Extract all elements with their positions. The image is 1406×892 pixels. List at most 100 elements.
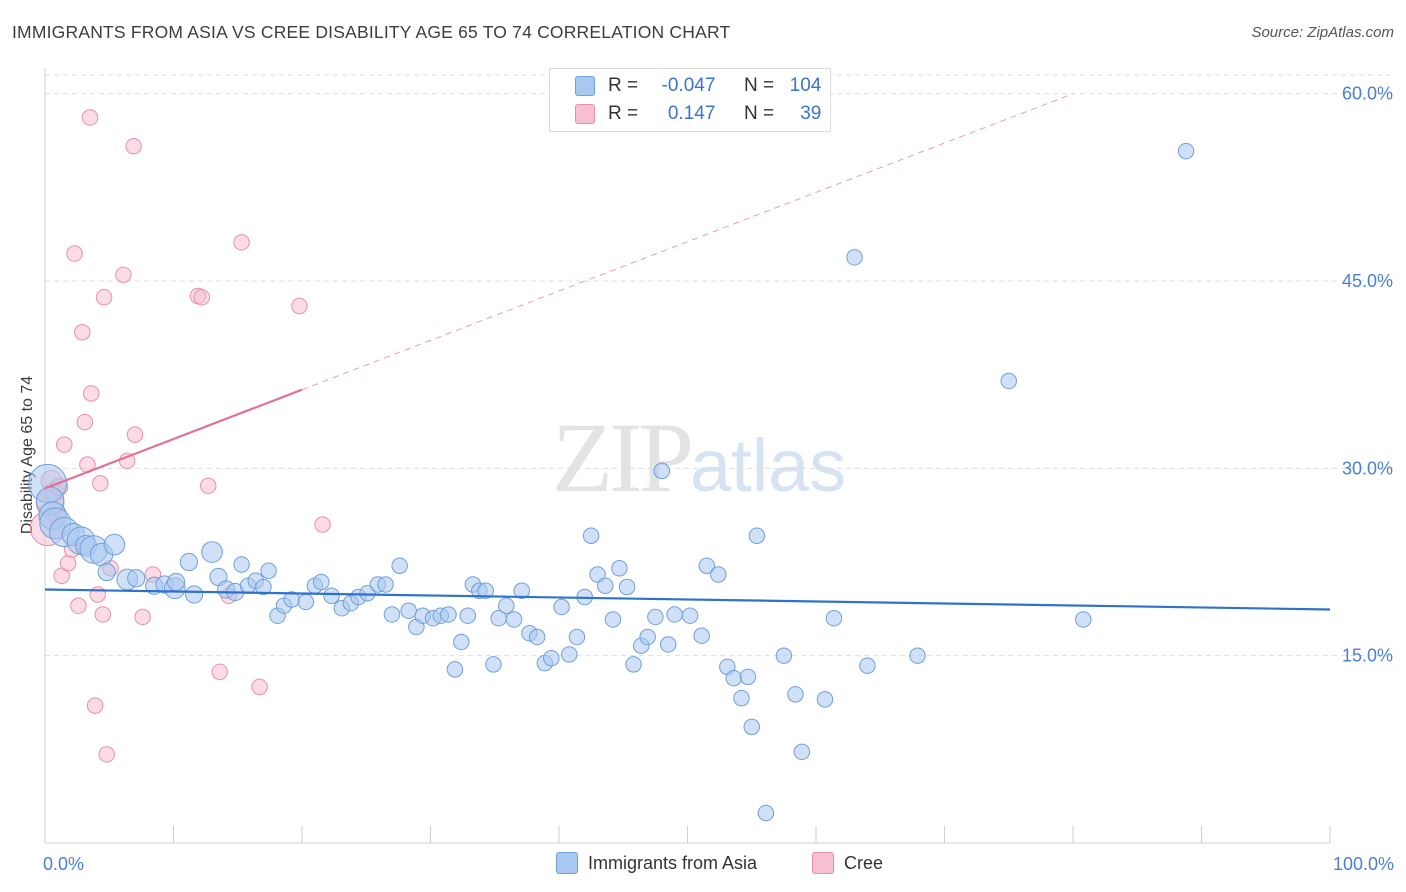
y-tick-label: 15.0% (1342, 646, 1393, 666)
y-tick-label: 30.0% (1342, 458, 1393, 478)
asia-point (582, 527, 600, 545)
asia-point (909, 647, 926, 664)
asia-point (568, 628, 586, 646)
asia-point (97, 562, 116, 582)
asia-point (659, 636, 677, 653)
legend-text-cree: R = 0.147 N = 39 (608, 103, 821, 125)
asia-point (498, 597, 515, 614)
legend-swatch-asia (556, 852, 578, 874)
asia-point (459, 607, 477, 624)
watermark: ZIPatlas (552, 400, 846, 515)
legend-item-asia[interactable]: Immigrants from Asia (556, 852, 757, 874)
asia-point (666, 606, 683, 623)
correlation-legend: R = -0.047 N = 104 R = 0.147 N = 39 (549, 68, 831, 132)
asia-point (604, 611, 622, 628)
y-tick-label: 60.0% (1342, 84, 1393, 104)
asia-point (313, 573, 330, 591)
asia-point (743, 718, 760, 736)
cree-point (233, 234, 250, 251)
cree-point (291, 297, 308, 315)
legend-item-cree[interactable]: Cree (812, 852, 883, 874)
legend-swatch-asia (575, 76, 595, 96)
asia-point (793, 743, 811, 761)
asia-point (653, 462, 671, 480)
asia-point (446, 661, 464, 678)
asia-point (561, 646, 578, 663)
asia-point (693, 627, 710, 644)
asia-point (1075, 611, 1092, 628)
x-tick-label: 100.0% (1333, 854, 1394, 874)
asia-point (383, 606, 401, 623)
legend-r-value-cree: 0.147 (667, 103, 716, 124)
legend-row-cree: R = 0.147 N = 39 (550, 101, 830, 127)
asia-point (127, 569, 146, 588)
cree-point (56, 436, 73, 453)
asia-point (698, 557, 716, 575)
cree-point (70, 597, 87, 614)
legend-r-label: R = (608, 75, 639, 96)
asia-point (391, 557, 408, 575)
asia-point (625, 656, 642, 673)
asia-point (825, 609, 843, 627)
cree-point (59, 555, 77, 572)
cree-point (86, 697, 104, 714)
cree-trend-extension (301, 93, 1074, 391)
asia-point (260, 562, 277, 580)
legend-r-label: R = (608, 103, 639, 124)
asia-point (543, 649, 560, 667)
cree-point (125, 137, 142, 155)
asia-point (377, 576, 394, 593)
asia-point (233, 556, 250, 573)
asia-trend-line (44, 588, 1331, 611)
cree-point (115, 266, 132, 284)
asia-point (297, 593, 315, 611)
asia-point (739, 668, 757, 686)
asia-point (400, 602, 417, 619)
asia-point (1177, 142, 1195, 160)
asia-point (485, 656, 502, 673)
asia-point (859, 657, 876, 674)
asia-point (787, 686, 804, 703)
asia-point (477, 582, 494, 599)
legend-swatch-cree (812, 852, 834, 874)
legend-label-cree: Cree (844, 852, 884, 873)
cree-point (76, 413, 94, 431)
y-tick-label: 45.0% (1342, 271, 1393, 291)
asia-point (528, 628, 546, 646)
asia-point (453, 633, 470, 651)
cree-point (251, 678, 268, 696)
asia-point (647, 608, 664, 626)
asia-point (201, 541, 223, 563)
asia-point (513, 582, 530, 599)
cree-point (66, 245, 83, 262)
chart-title: IMMIGRANTS FROM ASIA VS CREE DISABILITY … (12, 22, 731, 42)
cree-point (94, 606, 112, 623)
cree-point (81, 109, 99, 126)
asia-point (184, 585, 204, 604)
asia-point (725, 669, 743, 687)
legend-n-value-cree: 39 (800, 103, 822, 124)
series-legend: Immigrants from Asia Cree (0, 852, 1406, 878)
asia-point (1000, 372, 1017, 390)
cree-point (83, 385, 100, 402)
asia-point (597, 577, 614, 594)
legend-row-asia: R = -0.047 N = 104 (550, 73, 830, 99)
asia-point (589, 566, 606, 583)
legend-label-asia: Immigrants from Asia (588, 852, 758, 873)
asia-point (611, 560, 628, 577)
asia-point (816, 691, 834, 708)
cree-point (314, 516, 331, 533)
cree-point (92, 475, 109, 492)
cree-trend-line (44, 388, 303, 490)
watermark-zip: ZIP (552, 402, 694, 513)
asia-point (103, 533, 126, 556)
asia-point (166, 572, 186, 592)
cree-point (89, 586, 106, 603)
asia-point (748, 527, 766, 545)
asia-point (323, 587, 340, 604)
cree-point (211, 663, 228, 681)
legend-text-asia: R = -0.047 N = 104 (608, 75, 821, 97)
asia-point (553, 598, 570, 616)
legend-n-value-asia: 104 (789, 75, 822, 96)
